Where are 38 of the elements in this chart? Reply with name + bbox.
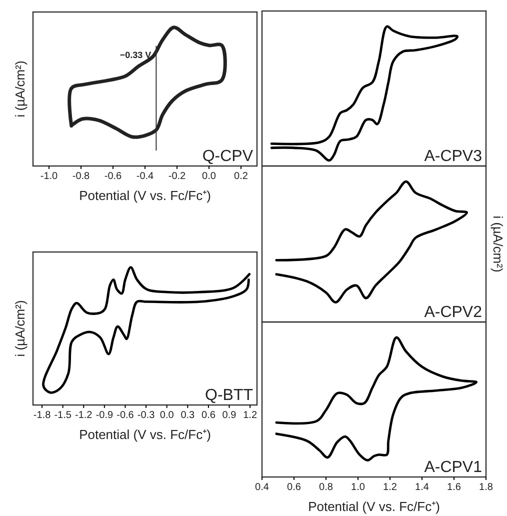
x-axis-title: Potential (V vs. Fc/Fc⁺) <box>79 427 211 442</box>
x-tick-label: 0.8 <box>319 482 334 494</box>
x-tick-label: -0.6 <box>116 410 134 422</box>
annotation: Q-BTT <box>205 387 254 404</box>
x-tick-label: 0.3 <box>180 410 196 422</box>
x-tick-label: -0.6 <box>104 171 122 182</box>
x-tick-label: 0.9 <box>222 410 237 422</box>
annotation: A-CPV2 <box>424 304 482 321</box>
x-tick-label: 0.2 <box>234 171 248 182</box>
x-tick-label: -1.2 <box>75 410 93 422</box>
annotation: A-CPV1 <box>424 459 482 476</box>
x-tick-label: -0.8 <box>72 171 90 182</box>
y-axis-title: i (µA/cm²) <box>12 60 28 118</box>
x-tick-label: 1.2 <box>383 482 398 494</box>
x-tick-label: 0.0 <box>202 171 216 182</box>
x-tick-label: 1.8 <box>479 482 494 494</box>
x-tick-label: 0.6 <box>202 410 216 422</box>
y-axis-title: i (µA/cm²) <box>12 300 28 357</box>
annotation: Q-CPV <box>202 148 254 165</box>
ref-line-label: −0.33 V <box>120 50 152 60</box>
x-tick-label: -0.3 <box>137 410 156 422</box>
x-tick-label: 1.0 <box>351 482 366 494</box>
x-tick-label: 0.0 <box>160 410 174 422</box>
x-tick-label: 1.2 <box>243 410 258 422</box>
x-axis-title: Potential (V vs. Fc/Fc⁺) <box>308 499 440 514</box>
y-axis-title: i (µA/cm²) <box>490 216 506 272</box>
x-axis-title: Potential (V vs. Fc/Fc⁺) <box>79 188 211 203</box>
x-tick-label: -1.8 <box>33 410 52 422</box>
x-tick-label: 0.6 <box>287 482 302 494</box>
x-tick-label: -0.4 <box>136 171 154 182</box>
x-tick-label: -1.5 <box>54 410 72 422</box>
x-tick-label: 1.4 <box>415 482 430 494</box>
x-tick-label: -1.0 <box>40 171 58 182</box>
x-tick-label: 0.4 <box>255 482 270 494</box>
x-tick-label: -0.9 <box>96 410 114 422</box>
x-tick-label: -0.2 <box>168 171 186 182</box>
x-tick-label: 1.6 <box>447 482 462 494</box>
annotation: A-CPV3 <box>424 148 482 165</box>
